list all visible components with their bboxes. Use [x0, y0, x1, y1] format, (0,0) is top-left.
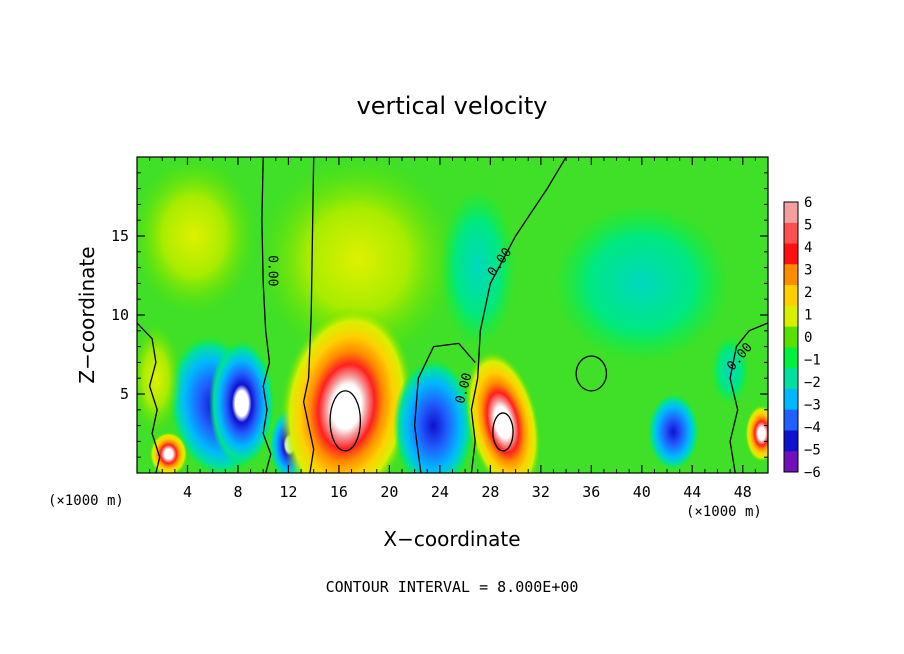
zero-contour-right [729, 322, 768, 473]
y-tick-label: 15 [111, 227, 129, 245]
zero-contour-left [261, 157, 272, 473]
x-tick-label: 12 [279, 483, 297, 501]
x-tick-label: 20 [380, 483, 398, 501]
contour-interval-note: CONTOUR INTERVAL = 8.000E+00 [326, 578, 579, 596]
x-axis-label: X−coordinate [383, 527, 520, 551]
updraft-left-edge [137, 322, 182, 434]
colorbar-swatch [784, 202, 798, 224]
y-tick-label: 5 [120, 385, 129, 403]
x-tick-label: 36 [582, 483, 600, 501]
colorbar-label: 4 [804, 240, 812, 256]
y-axis-label: Z−coordinate [75, 246, 99, 383]
x-tick-label: 8 [233, 483, 242, 501]
colorbar-label: −1 [804, 353, 821, 369]
contour-label-1: 0.00 [264, 255, 279, 286]
colorbar-label: −6 [804, 465, 821, 481]
colorbar-swatch [784, 451, 798, 473]
contour-loop-3 [329, 390, 362, 452]
downdraft-left-core [208, 340, 275, 467]
downdraft-right [648, 394, 699, 470]
x-tick-label: 28 [481, 483, 499, 501]
downdraft-center [393, 359, 474, 473]
colorbar-swatch [784, 264, 798, 286]
colorbar-swatch [784, 409, 798, 431]
y-tick-label: 10 [111, 306, 129, 324]
x-tick-label: 40 [633, 483, 651, 501]
chart-title: vertical velocity [357, 92, 548, 120]
updraft-main [280, 306, 413, 473]
updraft-secondary [465, 350, 541, 473]
colorbar-label: −3 [804, 398, 821, 414]
x-tick-label: 44 [683, 483, 701, 501]
plot-area [136, 156, 769, 474]
colorbar-frame [783, 201, 799, 473]
colorbar-swatch [784, 222, 798, 245]
contour-loop-1 [575, 355, 608, 392]
colorbar-swatch [784, 285, 798, 307]
weak-updraft-upper [256, 157, 459, 363]
zero-contour-mid [470, 157, 567, 473]
weak-updraft-left [137, 157, 257, 315]
colorbar-label: 3 [804, 263, 812, 279]
x-unit-left: (×1000 m) [48, 493, 124, 509]
x-tick-label: 24 [431, 483, 449, 501]
colorbar-label: 0 [804, 330, 812, 346]
x-unit-right: (×1000 m) [686, 504, 762, 520]
colorbar-label: −2 [804, 375, 821, 391]
colorbar-swatch [784, 347, 798, 369]
colorbar-label: 2 [804, 285, 812, 301]
colorbar-label: −5 [804, 443, 821, 459]
downdraft-far-right [711, 335, 750, 406]
colorbar-swatch [784, 243, 798, 265]
updraft-bottom-left [149, 431, 188, 473]
x-tick-label: 16 [330, 483, 348, 501]
colorbar-label: 5 [804, 218, 812, 234]
colorbar-label: −4 [804, 420, 821, 436]
x-tick-label: 32 [532, 483, 550, 501]
weak-downdraft-right [553, 204, 731, 363]
updraft-bottom-right [745, 405, 768, 462]
colorbar-swatch [784, 388, 798, 411]
zero-contour-step [413, 342, 476, 473]
zero-contour-updraft [302, 157, 315, 473]
contour-loop-2 [492, 412, 514, 452]
colorbar-label: 6 [804, 195, 812, 211]
weak-downdraft-mid [439, 188, 516, 347]
colorbar-swatch [784, 326, 798, 348]
x-tick-label: 4 [183, 483, 192, 501]
colorbar-swatch [784, 368, 798, 390]
colorbar-swatch [784, 430, 798, 452]
colorbar-label: 1 [804, 308, 812, 324]
x-tick-label: 48 [734, 483, 752, 501]
zero-contour-far-left [137, 322, 161, 473]
colorbar: 6 5 4 3 2 1 0 −1 −2 −3 −4 −5 −6 [783, 195, 821, 481]
colorbar-swatch [784, 305, 798, 328]
